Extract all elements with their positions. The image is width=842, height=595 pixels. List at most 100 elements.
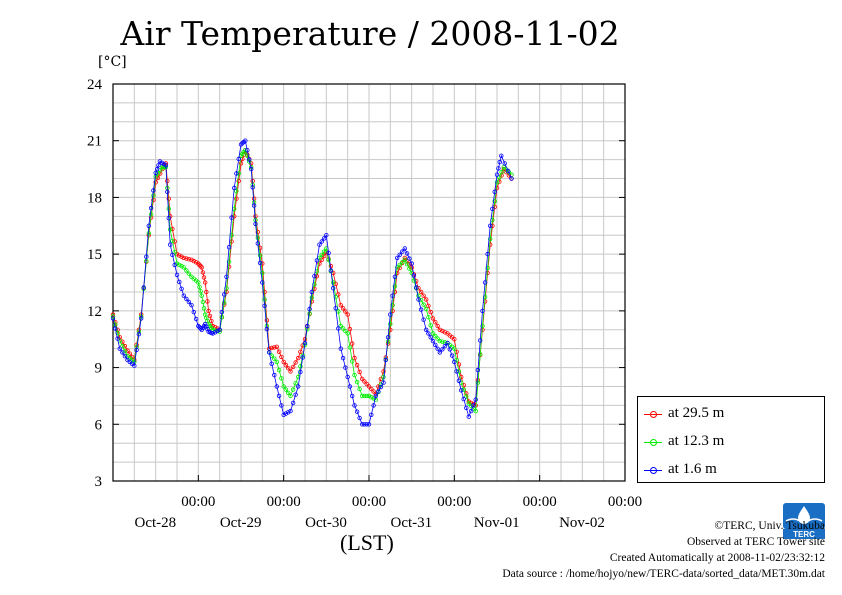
data-point [221,300,227,305]
data-point [454,369,459,374]
data-point [411,273,417,278]
data-point [350,393,355,399]
data-point [217,327,222,332]
data-point [416,297,421,302]
data-point [236,156,241,162]
data-point [181,293,186,298]
data-point [488,236,493,242]
data-point [236,178,241,184]
data-point [471,406,476,411]
x-tick-label: 00:00 [267,494,301,510]
data-point [279,403,284,408]
data-point [199,265,204,270]
data-point [204,324,209,329]
source-text: Data source : /home/hojyo/new/TERC-data/… [502,568,825,580]
data-point [205,299,210,304]
data-point [324,232,329,238]
data-point [264,326,270,332]
data-point [243,138,248,143]
data-point [464,405,469,411]
data-point [156,163,161,168]
data-point [276,393,282,399]
legend-swatch-marker [650,467,657,474]
data-point [407,266,412,271]
data-point [234,196,239,201]
data-point [321,253,327,259]
legend-swatch-marker [650,439,657,446]
data-point [286,410,291,415]
data-point [492,189,497,194]
data-point [347,345,353,350]
data-point [505,168,511,174]
data-point [485,251,490,257]
data-point [255,229,260,235]
data-point [296,355,301,361]
data-point [496,166,501,171]
data-point [459,374,464,380]
data-point [200,299,206,305]
data-point [340,326,346,331]
data-point [260,270,265,276]
data-point [364,393,369,399]
data-point [418,307,424,312]
data-point [309,295,314,300]
data-point [409,261,414,266]
data-point [468,400,474,406]
data-point [179,254,184,259]
data-point [340,306,346,311]
data-point [492,198,497,204]
data-point [364,381,369,387]
data-point [430,316,436,321]
data-point [257,253,263,258]
data-point [392,274,398,279]
data-point [366,384,372,389]
data-point [272,372,277,378]
x-date-label: Oct-28 [135,515,177,531]
data-point [298,349,303,354]
data-point [418,289,424,295]
data-point [174,272,180,278]
data-point [286,366,291,371]
data-point [166,206,171,211]
data-point [345,374,350,380]
data-point [364,422,369,427]
data-point [362,379,367,384]
data-point [186,257,192,262]
data-point [411,278,417,283]
data-point [430,331,436,336]
data-point [321,236,327,241]
data-point [404,262,410,267]
data-point [248,166,254,172]
data-point [437,350,442,355]
data-point [307,306,312,312]
data-point [155,175,161,181]
data-point [452,337,457,342]
data-point [402,246,407,251]
data-point [136,332,142,337]
data-point [148,205,154,211]
data-point [307,311,312,316]
data-point [360,376,365,382]
data-point [199,293,204,298]
data-point [381,380,386,385]
legend-label: at 12.3 m [668,433,725,449]
data-point [283,411,289,416]
data-point [234,188,239,194]
data-point [170,252,175,257]
data-point [196,261,201,266]
data-point [345,331,350,336]
data-point [138,316,144,321]
data-point [132,363,137,368]
data-point [205,326,210,332]
data-point [383,357,388,363]
data-point [466,401,471,406]
data-point [288,393,293,399]
y-tick-label: 6 [95,417,103,433]
data-point [321,249,327,254]
data-point [390,293,395,298]
copyright-text: ©TERC, Univ. Tsukuba [714,520,825,532]
data-point [424,306,429,312]
data-point [312,282,317,287]
data-point [464,394,469,399]
data-point [246,157,252,162]
